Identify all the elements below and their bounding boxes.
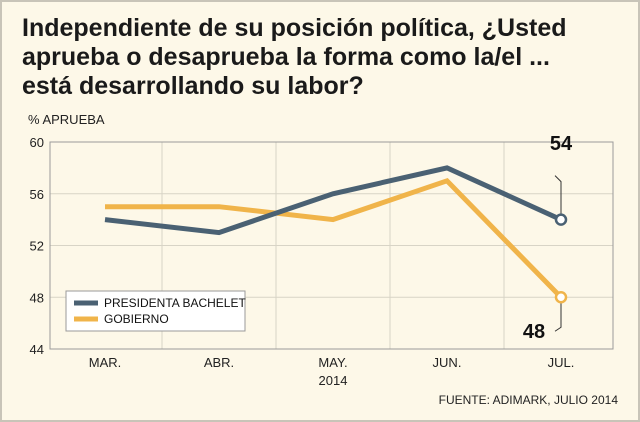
legend-label: PRESIDENTA BACHELET: [104, 296, 246, 310]
x-tick-label: JUL.: [548, 355, 575, 370]
y-tick-label: 44: [30, 342, 44, 357]
end-marker-bachelet: [554, 213, 568, 226]
source-note: FUENTE: ADIMARK, JULIO 2014: [439, 393, 619, 407]
y-axis-label: % APRUEBA: [28, 112, 105, 127]
legend-box: [65, 290, 246, 332]
y-tick-label: 48: [30, 290, 44, 305]
title-line-1: Independiente de su posición política, ¿…: [22, 14, 567, 42]
plot-area-border: [49, 141, 614, 350]
chart-title: Independiente de su posición política, ¿…: [22, 14, 622, 101]
title-line-3: está desarrollando su labor?: [22, 72, 364, 100]
x-tick-label: MAR.: [89, 355, 122, 370]
end-marker-gobierno: [554, 291, 568, 304]
x-tick-label: ABR.: [204, 355, 234, 370]
leader-line-gobierno: [554, 297, 562, 332]
y-tick-label: 60: [30, 135, 44, 150]
y-tick-label: 52: [30, 239, 44, 254]
legend-label: GOBIERNO: [104, 312, 169, 326]
x-tick-sublabel: 2014: [319, 373, 348, 388]
x-tick-label: JUN.: [433, 355, 462, 370]
x-tick-label: MAY.: [318, 355, 347, 370]
series-line-gobierno: [105, 177, 563, 299]
title-line-2: aprueba o desaprueba la forma como la/el…: [22, 43, 550, 71]
end-label-gobierno: 48: [523, 321, 545, 343]
leader-line-bachelet: [554, 175, 562, 220]
y-tick-label: 56: [30, 187, 44, 202]
series-line-bachelet: [104, 165, 563, 236]
end-label-bachelet: 54: [550, 133, 573, 155]
